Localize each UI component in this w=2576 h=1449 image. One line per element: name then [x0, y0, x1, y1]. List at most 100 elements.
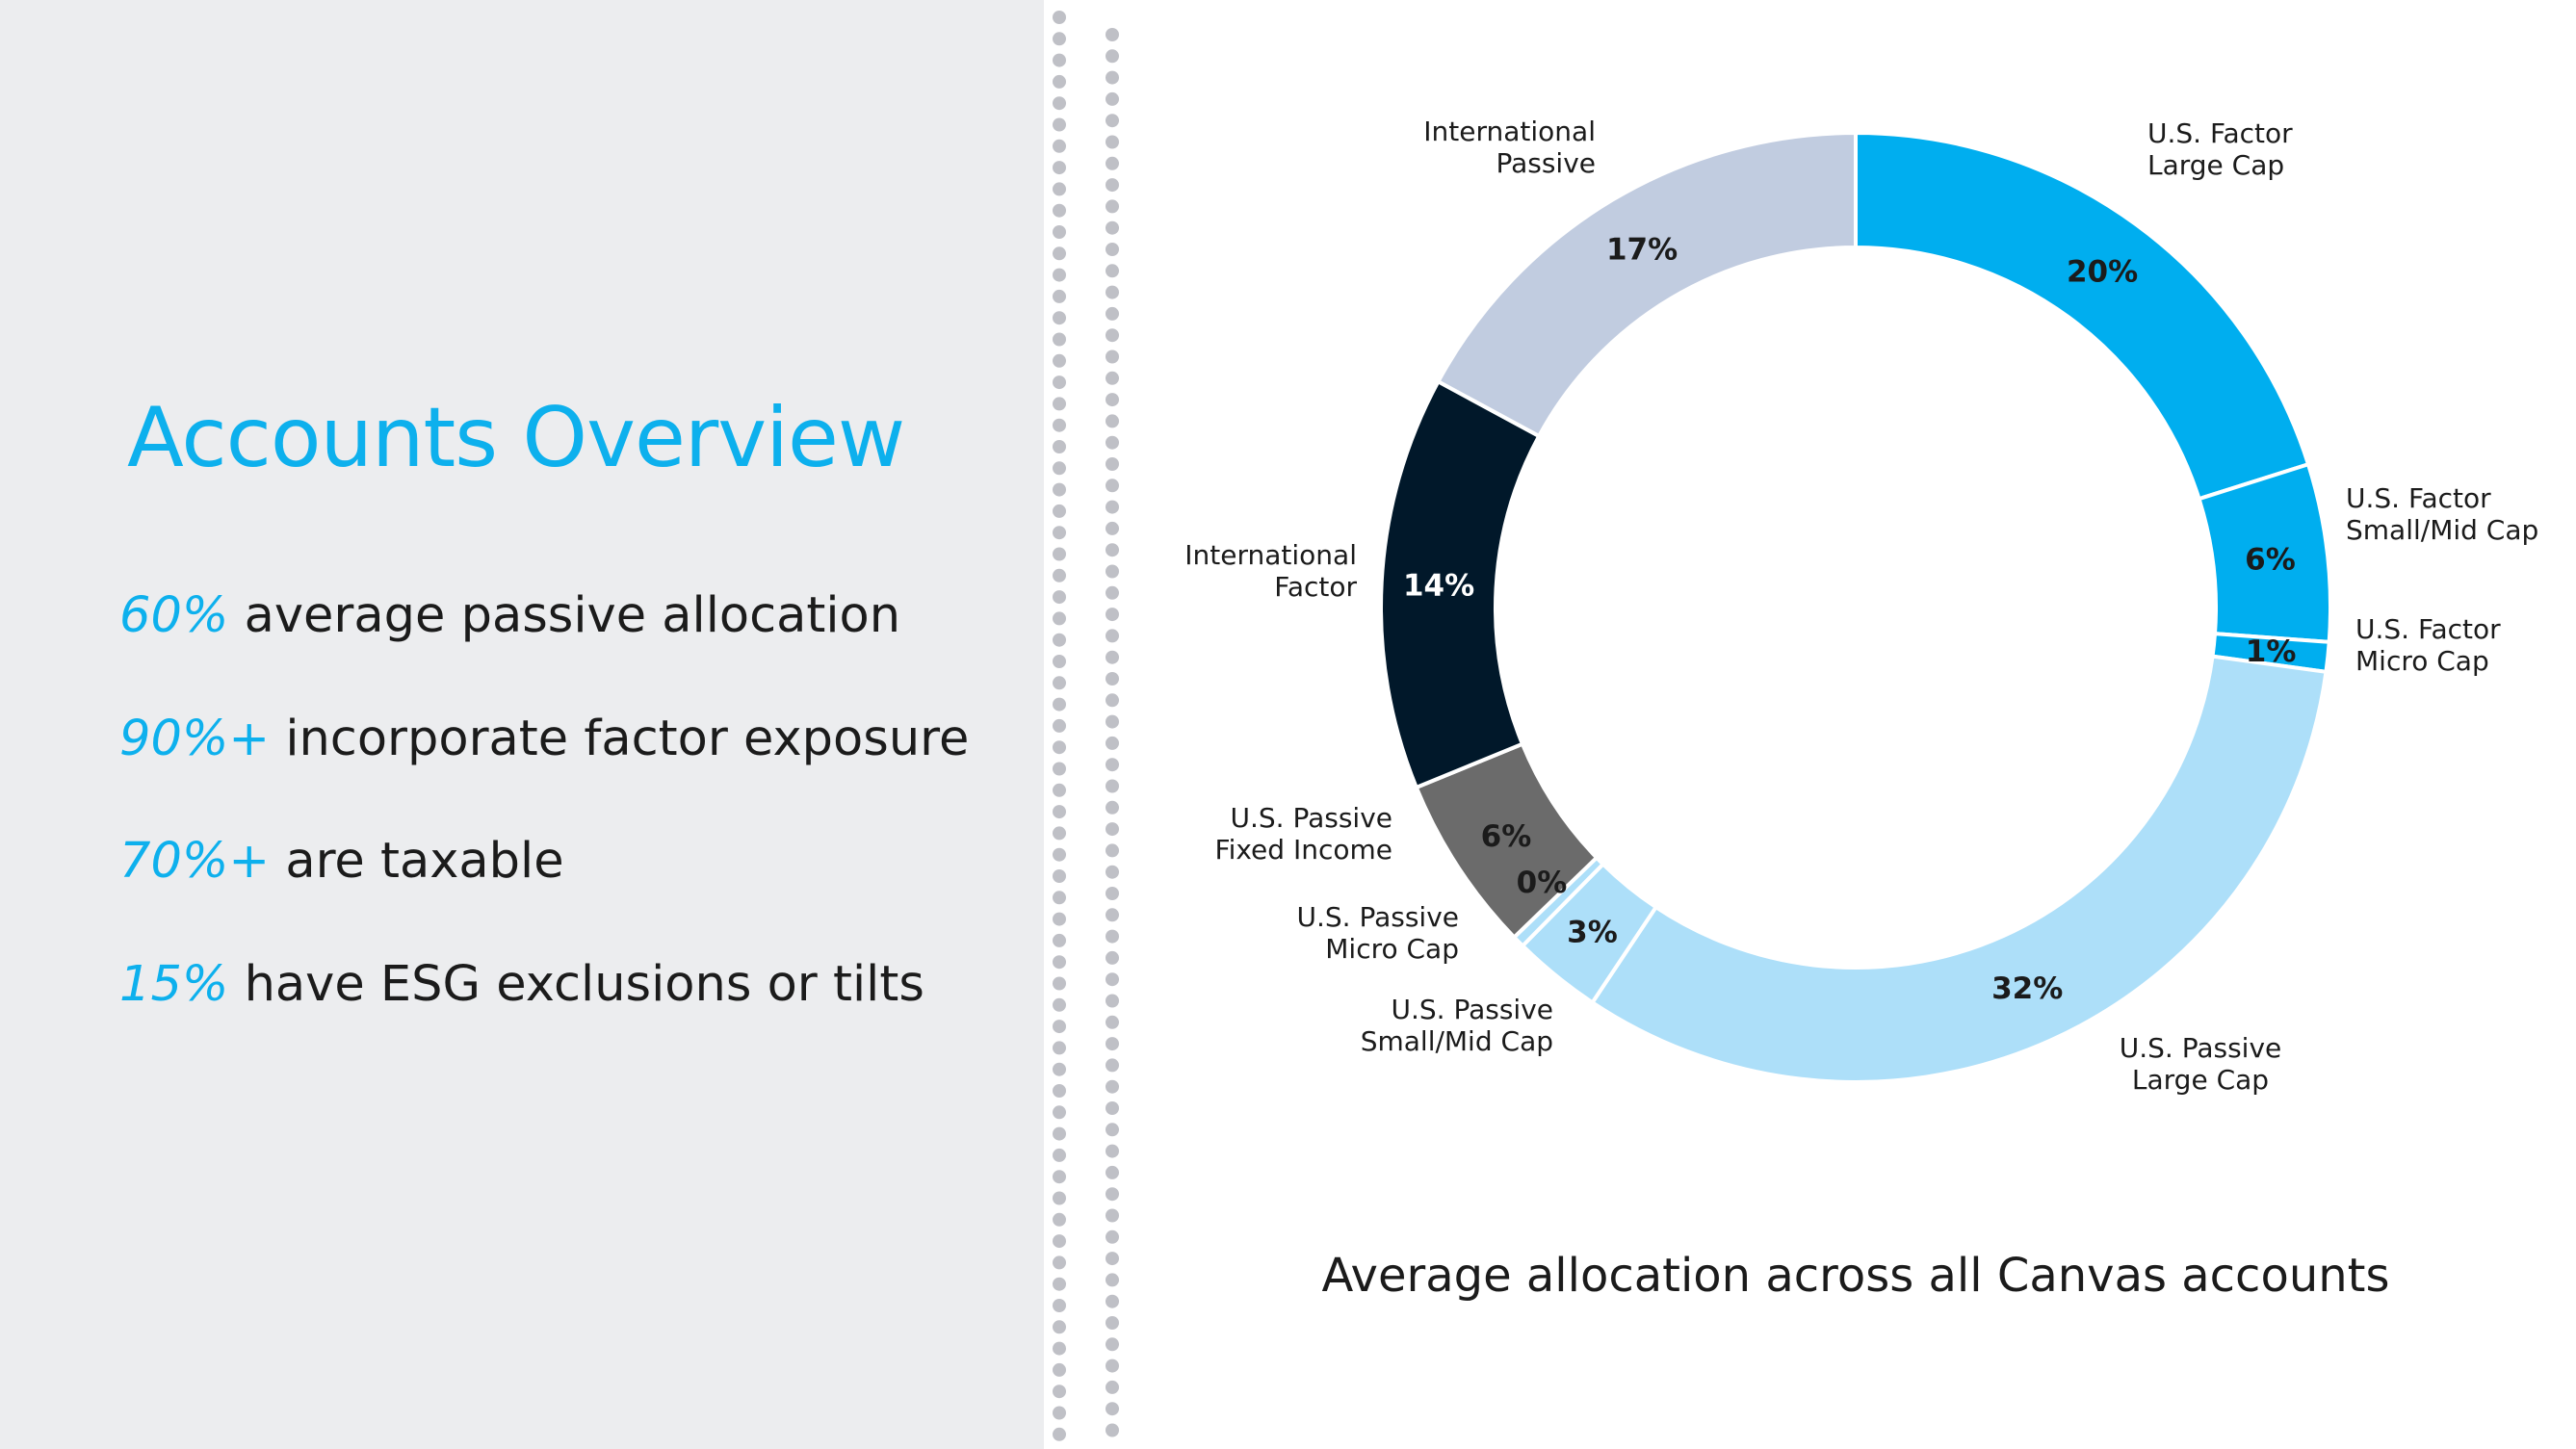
left-panel: Accounts Overview 60% average passive al… [0, 0, 1044, 1449]
divider-dot [1053, 353, 1066, 368]
divider-dot [1106, 243, 1119, 256]
divider-dot [1053, 1105, 1066, 1120]
stat-value: 60% [119, 587, 229, 644]
divider-dot [1106, 1058, 1119, 1073]
divider-dot [1053, 997, 1066, 1012]
divider-dot [1106, 1337, 1119, 1352]
divider-dot [1106, 114, 1119, 128]
donut-slice [1435, 130, 1858, 439]
donut-slice [1589, 654, 2329, 1084]
divider-dot [1106, 349, 1119, 364]
divider-dot [1106, 629, 1119, 643]
slice-value-label: 20% [2067, 254, 2138, 289]
divider-dot [1053, 740, 1066, 755]
divider-dot [1106, 220, 1119, 235]
divider-dot [1053, 74, 1066, 89]
divider-dot [1053, 891, 1066, 905]
divider-dot [1106, 843, 1119, 858]
slice-value-label: 32% [1991, 971, 2063, 1006]
divider-dot [1053, 1299, 1066, 1312]
divider-dot [1053, 1170, 1066, 1184]
divider-dot [1053, 311, 1066, 325]
dotted-divider [1053, 11, 1119, 1441]
slice-category-label-line: Micro Cap [2355, 645, 2489, 677]
slice-category-label-line: U.S. Passive [1391, 994, 1553, 1025]
chart-caption: Average allocation across all Canvas acc… [1322, 1249, 2390, 1303]
divider-dot [1106, 1037, 1119, 1051]
divider-dot [1053, 955, 1066, 970]
divider-dot [1106, 1423, 1119, 1437]
slice-category-label-line: Factor [1274, 571, 1357, 603]
divider-dot [1106, 285, 1119, 299]
divider-dot [1106, 49, 1119, 64]
stat-item: 70%+ are taxable [119, 833, 564, 890]
divider-dot [1053, 869, 1066, 883]
divider-dot [1106, 1252, 1119, 1266]
stat-value: 15% [119, 956, 229, 1013]
divider-dot [1106, 500, 1119, 514]
slice-category-label-line: U.S. Passive [1296, 901, 1459, 933]
divider-dot [1053, 805, 1066, 819]
slice-category-label-line: Micro Cap [1325, 933, 1459, 965]
divider-dot [1053, 161, 1066, 175]
divider-dot [1106, 521, 1119, 535]
divider-dot [1053, 1255, 1066, 1270]
divider-dot [1053, 847, 1066, 862]
divider-dot [1053, 289, 1066, 303]
divider-dot [1106, 543, 1119, 557]
divider-dot [1053, 976, 1066, 991]
divider-dot [1053, 1084, 1066, 1098]
divider-dot [1106, 264, 1119, 278]
slice-value-label: 0% [1517, 866, 1568, 900]
divider-dot [1053, 203, 1066, 218]
divider-dot [1106, 1358, 1119, 1373]
divider-dot [1053, 418, 1066, 432]
divider-dot [1053, 139, 1066, 153]
divider-dot [1106, 1079, 1119, 1094]
slice-category-label: U.S. Passive Fixed Income [1215, 802, 1393, 866]
divider-dot [1053, 1062, 1066, 1076]
divider-dot [1106, 1101, 1119, 1115]
divider-dot [1106, 564, 1119, 579]
divider-dot [1053, 1148, 1066, 1162]
slice-category-label: U.S. Factor Large Cap [2147, 117, 2293, 181]
stat-text: average passive allocation [244, 587, 901, 644]
slice-value-label: 6% [1481, 819, 1532, 854]
divider-dot [1053, 697, 1066, 712]
divider-dot [1106, 91, 1119, 106]
divider-dot [1053, 718, 1066, 733]
divider-dot [1106, 950, 1119, 965]
stat-text: have ESG exclusions or tilts [244, 956, 924, 1013]
stat-text: incorporate factor exposure [285, 711, 970, 767]
divider-dot [1053, 1212, 1066, 1227]
stat-item: 90%+ incorporate factor exposure [119, 711, 969, 767]
divider-dot [1053, 397, 1066, 411]
divider-dot [1106, 1187, 1119, 1202]
divider-dot [1053, 96, 1066, 111]
divider-dot [1053, 268, 1066, 282]
divider-dot [1106, 585, 1119, 600]
slice-value-label: 3% [1567, 915, 1618, 949]
value-labels: 20% 6% 1% 32% 3% 0% 6% 14% 17% [1403, 233, 2296, 1007]
divider-dot [1053, 526, 1066, 540]
divider-dot [1053, 826, 1066, 841]
divider-dot [1106, 479, 1119, 493]
divider-dot [1106, 908, 1119, 922]
divider-dot [1106, 371, 1119, 385]
divider-dot [1106, 822, 1119, 837]
divider-dot [1106, 865, 1119, 879]
stat-text: are taxable [285, 833, 564, 890]
slice-category-label-line: International [1423, 116, 1596, 147]
stat-item: 15% have ESG exclusions or tilts [119, 956, 924, 1013]
divider-dot [1106, 693, 1119, 708]
divider-dot [1053, 611, 1066, 626]
divider-dot [1053, 912, 1066, 926]
slice-category-label-line: Passive [1496, 147, 1596, 179]
divider-dot [1106, 156, 1119, 170]
divider-dot [1106, 994, 1119, 1008]
divider-dot [1106, 1123, 1119, 1137]
slice-category-label: U.S. Passive Micro Cap [1296, 901, 1459, 965]
donut-slice [1854, 130, 2311, 502]
divider-dot [1106, 1208, 1119, 1223]
